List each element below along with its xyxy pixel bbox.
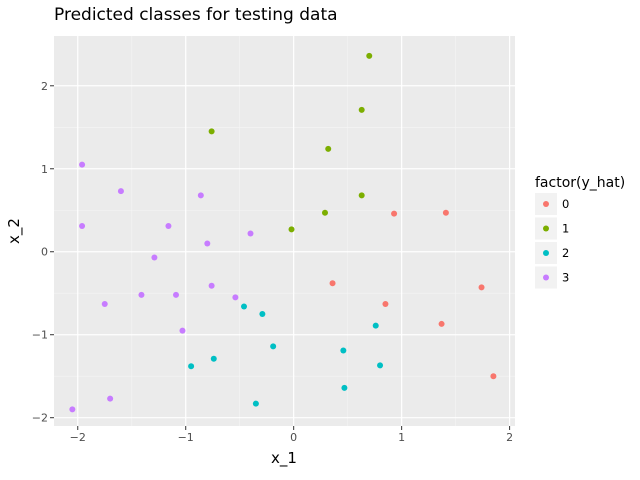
point-class-3 bbox=[172, 291, 179, 298]
point-class-2 bbox=[210, 355, 217, 362]
point-class-3 bbox=[79, 223, 86, 230]
point-class-2 bbox=[341, 384, 348, 391]
plot-panel bbox=[54, 36, 515, 426]
legend-label-2: 2 bbox=[562, 246, 569, 260]
legend: factor(y_hat) 0 1 2 3 bbox=[535, 175, 625, 289]
axis-ticks: −2 −1 0 1 2 −2 −1 0 1 2 bbox=[32, 80, 513, 444]
point-class-3 bbox=[79, 161, 86, 168]
point-class-2 bbox=[372, 322, 379, 329]
point-class-3 bbox=[197, 192, 204, 199]
point-class-1 bbox=[358, 106, 365, 113]
point-class-3 bbox=[138, 291, 145, 298]
point-class-3 bbox=[69, 406, 76, 413]
x-tick-label: 1 bbox=[398, 431, 405, 444]
minor-gridlines bbox=[54, 36, 515, 426]
legend-marker-0 bbox=[543, 201, 549, 207]
point-class-3 bbox=[117, 188, 124, 195]
point-class-0 bbox=[438, 320, 445, 327]
point-class-2 bbox=[241, 303, 248, 310]
point-class-1 bbox=[358, 192, 365, 199]
legend-marker-1 bbox=[543, 225, 549, 232]
point-class-0 bbox=[442, 209, 449, 216]
point-class-3 bbox=[107, 395, 114, 402]
y-tick-label: 0 bbox=[41, 246, 48, 259]
point-class-0 bbox=[478, 284, 485, 291]
major-gridlines bbox=[54, 36, 515, 426]
x-axis-title: x_1 bbox=[271, 449, 297, 468]
point-class-2 bbox=[259, 310, 266, 317]
point-class-1 bbox=[325, 145, 332, 152]
legend-title: factor(y_hat) bbox=[535, 175, 625, 191]
x-tick-label: 2 bbox=[506, 431, 513, 444]
point-class-1 bbox=[208, 128, 215, 135]
data-points bbox=[69, 52, 497, 413]
point-class-1 bbox=[321, 209, 328, 216]
y-tick-label: −1 bbox=[32, 329, 48, 342]
point-class-3 bbox=[247, 230, 254, 237]
point-class-2 bbox=[377, 362, 384, 369]
point-class-3 bbox=[101, 301, 108, 308]
y-tick-label: 1 bbox=[41, 163, 48, 176]
point-class-3 bbox=[232, 294, 239, 301]
point-class-0 bbox=[382, 301, 389, 308]
point-class-3 bbox=[204, 240, 211, 247]
point-class-2 bbox=[188, 363, 195, 370]
point-class-3 bbox=[179, 327, 186, 334]
legend-marker-2 bbox=[543, 250, 549, 256]
point-class-1 bbox=[366, 52, 373, 59]
point-class-2 bbox=[270, 343, 277, 350]
chart-title: Predicted classes for testing data bbox=[54, 5, 338, 25]
point-class-0 bbox=[329, 280, 336, 287]
legend-label-3: 3 bbox=[562, 271, 569, 285]
point-class-0 bbox=[391, 210, 398, 217]
point-class-3 bbox=[165, 223, 172, 230]
point-class-1 bbox=[288, 226, 295, 233]
x-tick-label: −1 bbox=[178, 431, 194, 444]
point-class-0 bbox=[490, 373, 497, 380]
point-class-2 bbox=[252, 400, 259, 407]
legend-marker-3 bbox=[543, 274, 549, 281]
y-axis-title: x_2 bbox=[5, 218, 24, 244]
legend-label-1: 1 bbox=[562, 222, 569, 236]
point-class-3 bbox=[208, 282, 215, 289]
point-class-2 bbox=[340, 347, 347, 354]
x-tick-label: −2 bbox=[70, 431, 86, 444]
point-class-3 bbox=[151, 254, 158, 261]
y-tick-label: −2 bbox=[32, 412, 48, 425]
x-tick-label: 0 bbox=[290, 431, 297, 444]
y-tick-label: 2 bbox=[41, 80, 48, 93]
legend-label-0: 0 bbox=[562, 197, 569, 211]
